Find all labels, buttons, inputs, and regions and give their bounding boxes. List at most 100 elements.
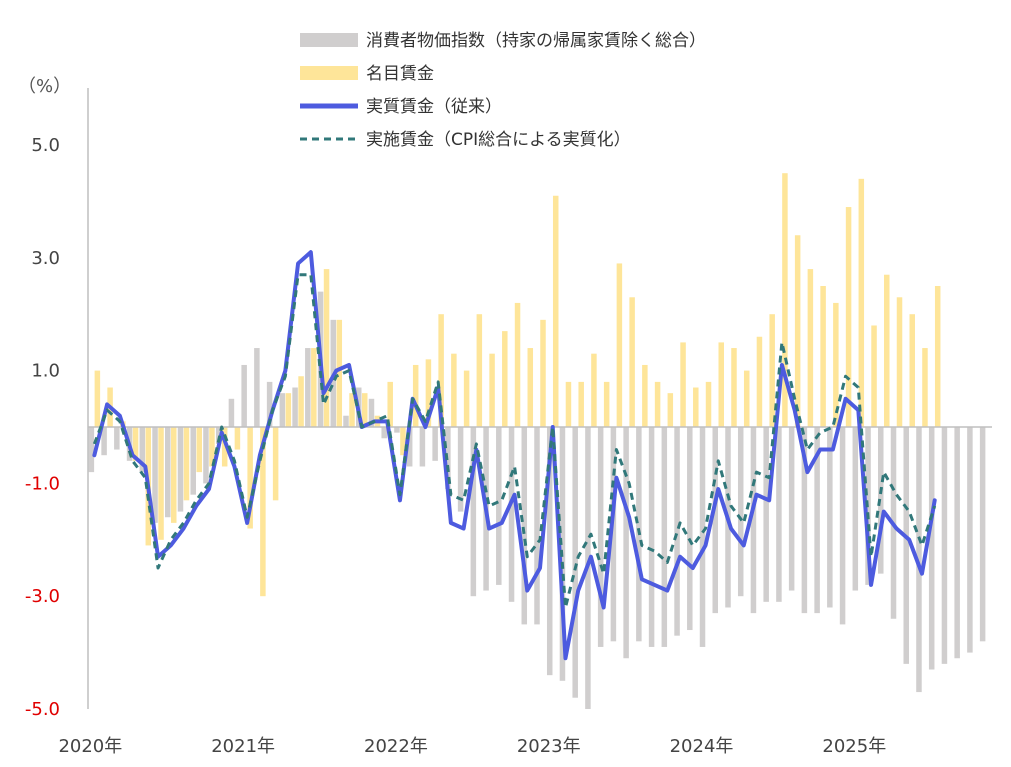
real-wage-cpi-total-line xyxy=(92,273,937,609)
nominal-wage-bar xyxy=(603,381,610,427)
cpi-bar xyxy=(496,427,502,585)
nominal-wage-bar xyxy=(552,195,559,427)
cpi-bar xyxy=(928,427,935,670)
cpi-bar xyxy=(419,427,426,467)
cpi-bar xyxy=(292,387,298,427)
nominal-wage-bar xyxy=(527,348,534,427)
nominal-wage-bars xyxy=(94,173,941,597)
cpi-bar xyxy=(801,427,808,614)
cpi-bar xyxy=(737,427,744,597)
nominal-wage-bar xyxy=(196,427,202,473)
cpi-bar xyxy=(165,427,171,518)
nominal-wage-bar xyxy=(705,381,712,427)
y-unit-label: （%） xyxy=(18,76,71,97)
nominal-wage-bar xyxy=(209,427,215,467)
nominal-wage-bar xyxy=(362,393,368,427)
cpi-bar xyxy=(597,427,604,647)
cpi-bar xyxy=(827,427,833,608)
nominal-wage-bar xyxy=(616,263,623,427)
y-tick-label: 3.0 xyxy=(31,248,60,269)
nominal-wage-bar xyxy=(743,370,750,427)
nominal-wage-bar xyxy=(922,348,928,427)
nominal-wage-bar xyxy=(132,427,139,461)
nominal-wage-bar xyxy=(425,359,432,427)
legend-label: 実質賃金（従来） xyxy=(366,97,502,117)
cpi-bar xyxy=(852,427,859,591)
x-ticks: 2020年 2021年 2022年 2023年 2024年 2025年 xyxy=(58,736,886,757)
cpi-bar xyxy=(572,427,578,698)
nominal-wage-bar xyxy=(807,269,814,427)
cpi-bar xyxy=(368,398,375,427)
cpi-bar xyxy=(139,427,146,473)
cpi-bar xyxy=(279,393,286,427)
nominal-wage-bar xyxy=(158,427,164,540)
nominal-wage-bar xyxy=(221,427,228,467)
x-tick-label: 2022年 xyxy=(364,736,428,757)
nominal-wage-bar xyxy=(654,381,661,427)
nominal-wage-bar xyxy=(756,336,763,427)
cpi-bar xyxy=(406,427,413,467)
cpi-bar xyxy=(266,381,273,427)
legend-swatch xyxy=(300,33,358,47)
nominal-wage-bar xyxy=(171,427,177,523)
nominal-wage-bar xyxy=(451,353,457,427)
cpi-bar xyxy=(967,427,973,653)
nominal-wage-bar xyxy=(769,314,775,427)
cpi-bar xyxy=(215,427,222,444)
y-tick-label: -1.0 xyxy=(25,473,60,494)
y-tick-label: -3.0 xyxy=(25,586,60,607)
nominal-wage-bar xyxy=(794,235,801,427)
cpi-bar xyxy=(776,427,782,602)
nominal-wage-bar xyxy=(412,364,419,427)
cpi-bar xyxy=(610,427,617,642)
cpi-bar xyxy=(814,427,820,614)
nominal-wage-bar xyxy=(463,370,470,427)
cpi-bar xyxy=(101,427,107,456)
nominal-wage-bar xyxy=(540,319,546,427)
nominal-wage-bar xyxy=(680,342,686,427)
nominal-wage-bar xyxy=(94,370,101,427)
cpi-bar xyxy=(203,427,209,484)
cpi-bar xyxy=(521,427,528,625)
legend-label: 実施賃金（CPI総合による実質化） xyxy=(366,130,631,150)
y-tick-label: 5.0 xyxy=(31,135,60,156)
wage-lines xyxy=(92,250,937,661)
legend-item: 名目賃金 xyxy=(300,64,434,84)
cpi-bar xyxy=(712,427,718,614)
cpi-bar xyxy=(788,427,795,591)
cpi-bar xyxy=(381,427,387,439)
cpi-bar xyxy=(88,427,95,473)
nominal-wage-bar xyxy=(247,427,253,529)
cpi-bar xyxy=(432,427,438,461)
nominal-wage-bar xyxy=(896,297,903,427)
nominal-wage-bar xyxy=(285,393,292,427)
nominal-wage-bar xyxy=(934,286,941,427)
nominal-wage-bar xyxy=(502,331,508,427)
legend-item: 実施賃金（CPI総合による実質化） xyxy=(300,130,631,150)
cpi-bar xyxy=(534,427,540,625)
nominal-wage-bar xyxy=(438,314,444,427)
x-tick-label: 2025年 xyxy=(822,736,886,757)
nominal-wage-bar xyxy=(336,319,343,427)
cpi-bar xyxy=(954,427,960,659)
cpi-bar xyxy=(305,348,311,427)
nominal-wage-bar xyxy=(349,393,355,427)
cpi-bar xyxy=(903,427,909,664)
cpi-bar xyxy=(114,427,120,450)
nominal-wage-bar xyxy=(642,364,648,427)
cpi-bar xyxy=(941,427,948,664)
cpi-bar xyxy=(228,398,235,427)
cpi-bar xyxy=(916,427,922,693)
nominal-wage-bar xyxy=(820,286,826,427)
cpi-bar xyxy=(343,415,349,427)
cpi-bar xyxy=(394,427,400,433)
nominal-wage-bar xyxy=(311,348,317,427)
nominal-wage-bar xyxy=(387,381,393,427)
cpi-bar xyxy=(190,427,196,495)
cpi-bar xyxy=(648,427,655,647)
nominal-wage-bar xyxy=(629,297,635,427)
cpi-bar xyxy=(457,427,464,512)
cpi-bar xyxy=(661,427,668,647)
cpi-bar xyxy=(241,364,247,427)
